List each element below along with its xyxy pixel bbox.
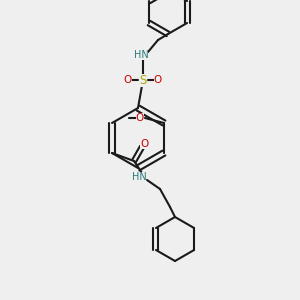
Text: O: O [136,113,144,123]
Text: O: O [154,75,162,85]
Text: HN: HN [134,50,148,60]
Text: O: O [124,75,132,85]
Text: S: S [139,74,147,86]
Text: O: O [140,139,148,149]
Text: HN: HN [132,172,146,182]
